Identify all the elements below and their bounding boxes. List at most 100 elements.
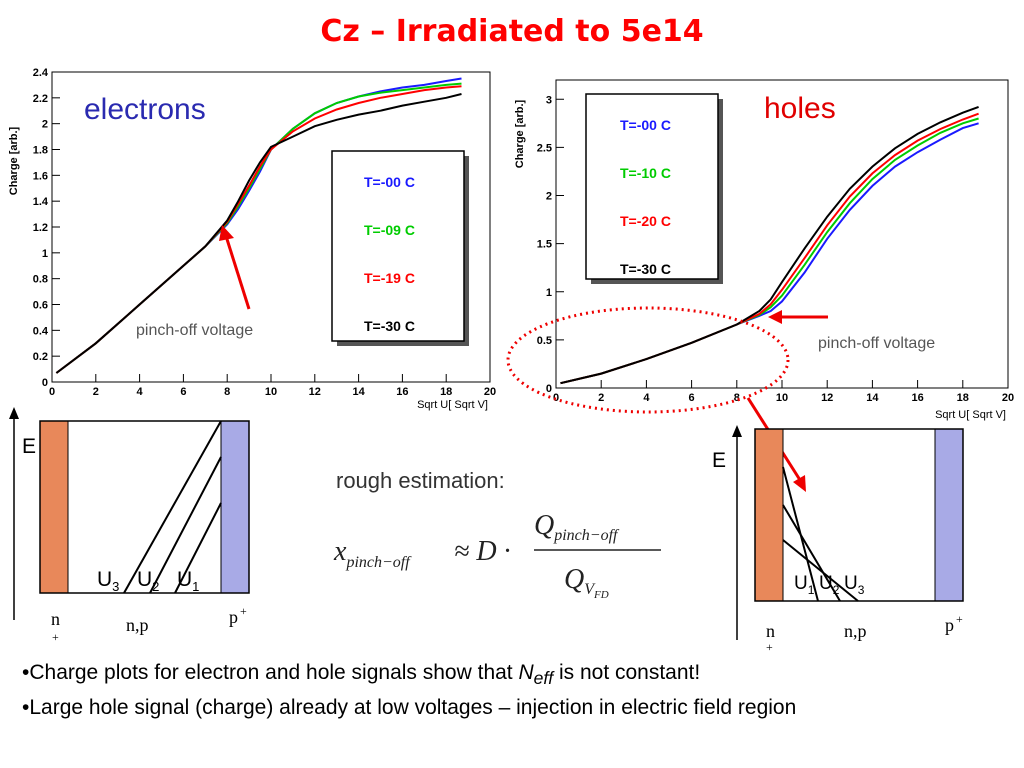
e-axis-arrowhead (732, 425, 742, 437)
x-tick-label: 20 (1002, 392, 1014, 404)
legend-box (585, 93, 719, 280)
y-tick-label: 2 (546, 191, 552, 203)
p-label: p (945, 615, 954, 635)
x-tick-label: 16 (396, 386, 408, 398)
bullet-item: •Charge plots for electron and hole sign… (22, 661, 701, 689)
x-tick-label: 14 (866, 392, 879, 404)
y-tick-label: 1.5 (537, 239, 552, 251)
field-line-u3 (782, 539, 859, 602)
field-line-u1 (174, 502, 222, 594)
y-tick-label: 2.4 (33, 67, 49, 79)
n-plus-sign: + (52, 630, 59, 644)
field-line-u2 (149, 456, 222, 594)
bullet-list: •Charge plots for electron and hole sign… (22, 658, 796, 722)
pinch-off-annotation: pinch-off voltage (136, 322, 253, 339)
x-tick-label: 18 (957, 392, 969, 404)
x-tick-label: 0 (553, 392, 559, 404)
n-plus-electrode (39, 420, 69, 594)
legend-box (331, 150, 465, 342)
legend-entry: T=-09 C (364, 222, 415, 238)
y-tick-label: 1.2 (33, 222, 48, 234)
y-axis-label: Charge [arb.] (514, 99, 526, 168)
formula-heading: rough estimation: (336, 468, 505, 493)
p-label: p (229, 607, 238, 627)
x-axis-label: Sqrt U[ Sqrt V] (935, 409, 1006, 421)
np-label: n,p (126, 615, 149, 635)
y-tick-label: 0.4 (33, 325, 49, 337)
x-tick-label: 16 (911, 392, 923, 404)
pinch-off-annotation: pinch-off voltage (818, 335, 935, 352)
bullet-item: •Large hole signal (charge) already at l… (22, 696, 797, 720)
voltage-label: U3 (97, 568, 119, 594)
y-axis-label: Charge [arb.] (8, 126, 20, 195)
y-tick-label: 0.5 (537, 335, 552, 347)
n-plus-sign: + (766, 640, 773, 654)
x-tick-label: 6 (689, 392, 695, 404)
voltage-label: U2 (137, 568, 159, 594)
e-axis-arrowhead (9, 407, 19, 419)
x-tick-label: 4 (137, 386, 144, 398)
series-line (55, 93, 462, 374)
x-tick-label: 12 (309, 386, 321, 398)
x-tick-label: 6 (180, 386, 186, 398)
e-label: E (712, 449, 726, 472)
y-tick-label: 0 (42, 377, 48, 389)
x-tick-label: 2 (93, 386, 99, 398)
x-tick-label: 10 (776, 392, 788, 404)
x-tick-label: 8 (734, 392, 740, 404)
chart-title-holes: holes (764, 92, 836, 125)
x-tick-label: 2 (598, 392, 604, 404)
x-tick-label: 0 (49, 386, 55, 398)
pinch-off-arrowhead (219, 225, 234, 241)
p-plus-sign: + (240, 604, 247, 618)
np-label: n,p (844, 621, 867, 641)
y-tick-label: 1.6 (33, 170, 48, 182)
x-tick-label: 18 (440, 386, 452, 398)
field-diagram-right: E U1 U2 U3 n + n,p p + (712, 425, 964, 654)
y-tick-label: 1 (42, 248, 48, 260)
x-tick-label: 20 (484, 386, 496, 398)
n-label: n (766, 621, 775, 641)
y-tick-label: 0.6 (33, 300, 48, 312)
formula-numerator: Qpinch−off (534, 510, 620, 544)
n-plus-electrode (754, 428, 784, 602)
chart-title-electrons: electrons (84, 93, 206, 126)
x-axis-label: Sqrt U[ Sqrt V] (417, 399, 488, 411)
slide-title: Cz – Irradiated to 5e14 (320, 14, 704, 49)
y-tick-label: 3 (546, 94, 552, 106)
p-plus-sign: + (956, 612, 963, 626)
field-line-u3 (123, 420, 222, 594)
formula-block: rough estimation: xpinch−off ≈ D · Qpinc… (333, 468, 661, 601)
y-tick-label: 0.2 (33, 351, 48, 363)
voltage-label: U2 (819, 573, 840, 597)
bulk-box (39, 420, 250, 594)
x-tick-label: 4 (643, 392, 650, 404)
electrons-chart: Charge [arb.] Sqrt U[ Sqrt V] 0 2 4 6 8 10 12 1… (4, 66, 500, 414)
legend-entry: T=-19 C (364, 270, 415, 286)
p-plus-electrode (220, 420, 250, 594)
formula-lhs: xpinch−off (333, 536, 412, 571)
y-tick-label: 2.5 (537, 142, 552, 154)
legend-entry: T=-30 C (620, 261, 671, 277)
formula-denominator: QVFD (564, 564, 609, 601)
voltage-label: U3 (844, 573, 865, 597)
x-tick-label: 8 (224, 386, 230, 398)
y-tick-label: 0.8 (33, 274, 48, 286)
y-tick-label: 1.8 (33, 145, 48, 157)
legend-entry: T=-30 C (364, 318, 415, 334)
pinch-off-arrow (224, 235, 251, 310)
y-tick-label: 2 (42, 119, 48, 131)
field-diagram-left: E U3 U2 U1 n + n,p p + (9, 407, 250, 644)
p-plus-electrode (934, 428, 964, 602)
legend-entry: T=-20 C (620, 213, 671, 229)
x-tick-label: 10 (265, 386, 277, 398)
legend-entry: T=-10 C (620, 165, 671, 181)
legend-entry: T=-00 C (620, 117, 671, 133)
holes-chart: Charge [arb.] Sqrt U[ Sqrt V] 0 2 4 6 8 10 12 1… (508, 72, 1014, 422)
legend-entry: T=-00 C (364, 174, 415, 190)
voltage-label: U1 (177, 568, 199, 594)
x-tick-label: 12 (821, 392, 833, 404)
y-tick-label: 1 (546, 287, 552, 299)
y-tick-label: 0 (546, 383, 552, 395)
e-label: E (22, 435, 36, 458)
